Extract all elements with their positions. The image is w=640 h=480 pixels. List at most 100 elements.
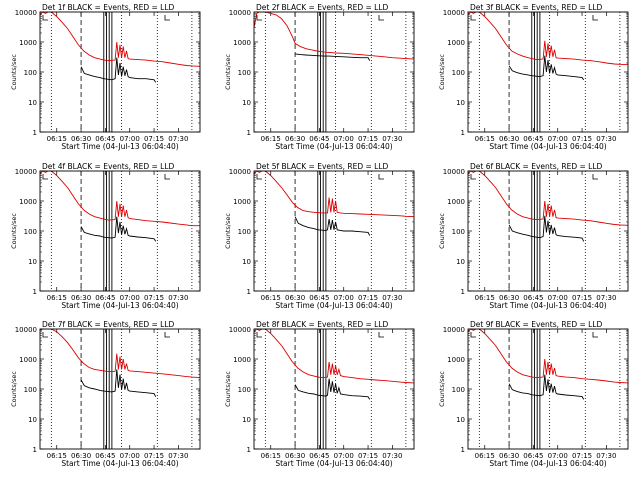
x-tick-label: 06:15 [261, 452, 281, 460]
x-tick-label: 07:00 [120, 452, 140, 460]
y-tick-label: 1000 [19, 356, 37, 364]
chart-title: Det 3f BLACK = Events, RED = LLD [470, 3, 603, 12]
x-tick-label: 06:45 [309, 135, 329, 143]
x-tick-label: 06:15 [261, 294, 281, 302]
events-series-line [80, 57, 157, 83]
corner-bracket-left [256, 332, 262, 338]
x-tick-label: 07:00 [334, 294, 354, 302]
y-tick-label: 1000 [233, 198, 251, 206]
marker-lines [264, 12, 407, 132]
y-tick-label: 10000 [443, 326, 465, 334]
x-tick-label: 07:00 [334, 135, 354, 143]
y-tick-label: 1 [247, 446, 251, 454]
chart-title: Det 7f BLACK = Events, RED = LLD [42, 320, 175, 329]
corner-bracket-right [592, 15, 598, 21]
corner-bracket-right [592, 332, 598, 338]
y-tick-label: 1 [33, 446, 37, 454]
x-tick-label: 07:30 [168, 135, 188, 143]
y-tick-label: 10 [456, 258, 465, 266]
x-axis-label: Start Time (04-Jul-13 06:04:40) [275, 142, 392, 151]
x-tick-label: 06:15 [47, 452, 67, 460]
x-tick-label: 07:00 [334, 452, 354, 460]
y-tick-label: 100 [238, 69, 251, 77]
events-series-line [294, 378, 371, 400]
lld-series-line [254, 12, 414, 60]
x-axis-label: Start Time (04-Jul-13 06:04:40) [275, 459, 392, 468]
corner-bracket-right [164, 332, 170, 338]
plot-frame [467, 170, 629, 292]
corner-bracket-right [378, 15, 384, 21]
chart-panel: Det 2f BLACK = Events, RED = LLD 1 10 100 10… [224, 3, 415, 151]
series-group [468, 171, 628, 242]
corner-bracket-left [42, 174, 48, 180]
x-tick-label: 06:45 [523, 452, 543, 460]
plot-frame [467, 328, 629, 450]
marker-lines [478, 12, 621, 132]
y-tick-label: 100 [238, 386, 251, 394]
marker-lines [478, 329, 621, 449]
y-tick-label: 1 [461, 446, 465, 454]
chart-panel: Det 4f BLACK = Events, RED = LLD 1 10 100 10… [10, 162, 201, 310]
x-tick-label: 06:45 [523, 294, 543, 302]
y-axis-label: Counts/sec [10, 371, 18, 407]
y-tick-label: 10 [28, 416, 37, 424]
corner-bracket-right [164, 174, 170, 180]
events-series-line [508, 55, 585, 81]
x-tick-label: 07:00 [548, 452, 568, 460]
x-tick-label: 06:15 [475, 452, 495, 460]
y-tick-label: 10000 [229, 326, 251, 334]
corner-bracket-left [42, 15, 48, 21]
x-tick-label: 07:15 [358, 135, 378, 143]
marker-lines [264, 329, 407, 449]
chart-title: Det 9f BLACK = Events, RED = LLD [470, 320, 603, 329]
corner-bracket-right [378, 332, 384, 338]
x-tick-label: 07:30 [596, 135, 616, 143]
y-tick-label: 10000 [229, 168, 251, 176]
lld-series-line [40, 171, 200, 227]
y-tick-label: 10000 [15, 326, 37, 334]
events-series-line [508, 374, 585, 400]
y-tick-label: 1 [33, 129, 37, 137]
corner-bracket-left [42, 332, 48, 338]
x-tick-label: 07:15 [572, 135, 592, 143]
x-tick-label: 06:30 [285, 135, 305, 143]
marker-lines [50, 12, 193, 132]
plot-frame [39, 170, 201, 292]
marker-lines [478, 171, 621, 291]
chart-title: Det 4f BLACK = Events, RED = LLD [42, 162, 175, 171]
x-tick-label: 06:45 [309, 294, 329, 302]
lld-series-line [254, 171, 414, 218]
chart-title: Det 5f BLACK = Events, RED = LLD [256, 162, 389, 171]
x-tick-label: 07:00 [548, 294, 568, 302]
x-tick-label: 07:15 [144, 294, 164, 302]
y-axis-label: Counts/sec [224, 371, 232, 407]
chart-panel: Det 7f BLACK = Events, RED = LLD 1 10 100 10… [10, 320, 201, 468]
marker-lines [50, 171, 193, 291]
y-tick-label: 1 [247, 129, 251, 137]
y-tick-label: 1000 [233, 356, 251, 364]
x-tick-label: 06:15 [47, 294, 67, 302]
corner-bracket-left [470, 15, 476, 21]
events-series-line [295, 53, 371, 61]
x-tick-label: 06:15 [261, 135, 281, 143]
x-tick-label: 06:15 [47, 135, 67, 143]
y-tick-label: 10000 [229, 9, 251, 17]
x-tick-label: 06:30 [71, 452, 91, 460]
y-tick-label: 10000 [15, 168, 37, 176]
y-tick-label: 10000 [443, 9, 465, 17]
series-group [468, 329, 628, 400]
y-tick-label: 100 [24, 69, 37, 77]
corner-bracket-left [470, 332, 476, 338]
y-tick-label: 100 [24, 386, 37, 394]
lld-series-line [468, 171, 628, 226]
x-tick-label: 07:15 [572, 294, 592, 302]
x-tick-label: 07:30 [382, 452, 402, 460]
y-tick-label: 100 [24, 228, 37, 236]
events-series-line [294, 216, 371, 236]
x-tick-label: 06:30 [71, 294, 91, 302]
y-axis-label: Counts/sec [438, 371, 446, 407]
x-axis-label: Start Time (04-Jul-13 06:04:40) [275, 301, 392, 310]
chart-title: Det 1f BLACK = Events, RED = LLD [42, 3, 175, 12]
y-tick-label: 1 [247, 288, 251, 296]
